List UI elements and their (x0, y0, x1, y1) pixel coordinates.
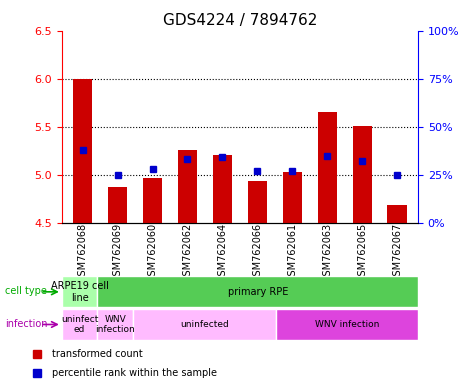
Bar (352, 126, 372, 223)
Text: GSM762060: GSM762060 (148, 223, 158, 282)
Bar (62, 276, 97, 307)
Text: uninfected: uninfected (180, 320, 228, 329)
Bar (318, 112, 337, 223)
Bar (62, 309, 97, 340)
Text: GSM762069: GSM762069 (113, 223, 123, 282)
Text: GSM762063: GSM762063 (322, 223, 332, 282)
Text: ARPE19 cell
line: ARPE19 cell line (51, 281, 108, 303)
Bar (73, 79, 92, 223)
Bar (97, 309, 133, 340)
Text: GSM762062: GSM762062 (182, 223, 192, 282)
Bar (97, 276, 418, 307)
Text: transformed count: transformed count (52, 349, 143, 359)
Text: GSM762067: GSM762067 (392, 223, 402, 282)
Text: GSM762064: GSM762064 (218, 223, 228, 282)
Bar (178, 150, 197, 223)
Bar (213, 155, 232, 223)
Text: GSM762065: GSM762065 (357, 223, 367, 282)
Bar (143, 177, 162, 223)
Title: GDS4224 / 7894762: GDS4224 / 7894762 (162, 13, 317, 28)
Bar (108, 187, 127, 223)
Bar (248, 182, 267, 223)
Text: primary RPE: primary RPE (228, 287, 288, 297)
Bar (388, 205, 407, 223)
Bar (133, 309, 276, 340)
Text: infection: infection (5, 319, 47, 329)
Text: WNV
infection: WNV infection (95, 315, 135, 334)
Bar (283, 172, 302, 223)
Text: percentile rank within the sample: percentile rank within the sample (52, 368, 217, 378)
Text: uninfect
ed: uninfect ed (61, 315, 98, 334)
Text: GSM762061: GSM762061 (287, 223, 297, 282)
Text: GSM762066: GSM762066 (252, 223, 262, 282)
Text: cell type: cell type (5, 286, 47, 296)
Bar (276, 309, 418, 340)
Text: GSM762068: GSM762068 (78, 223, 88, 282)
Text: WNV infection: WNV infection (314, 320, 379, 329)
